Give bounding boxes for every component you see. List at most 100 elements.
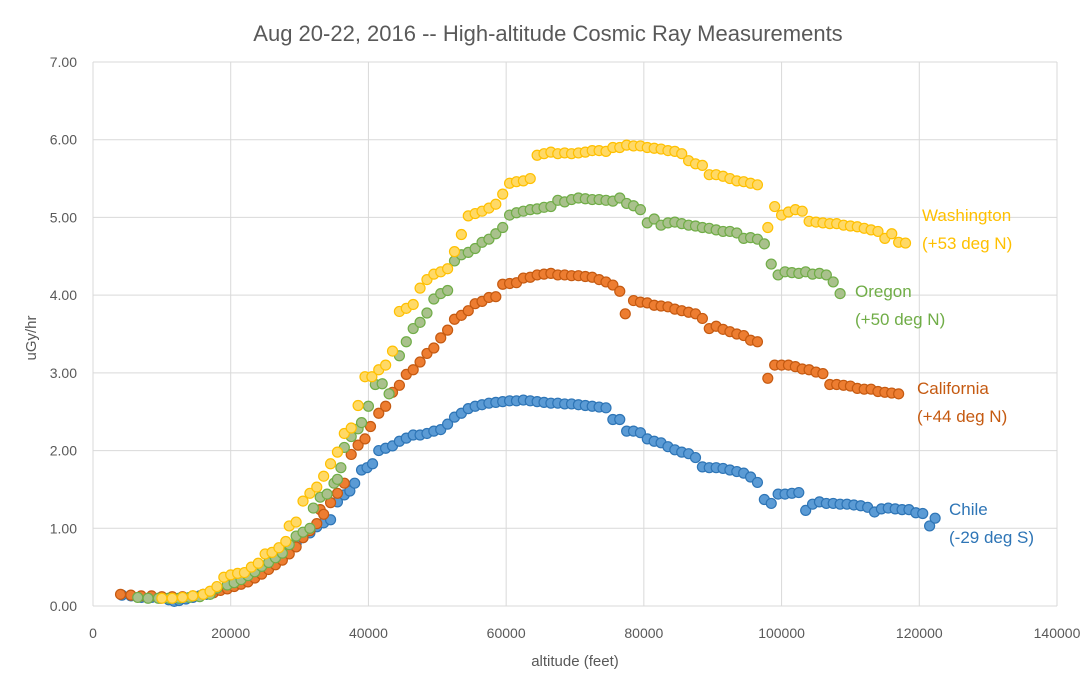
data-point — [331, 473, 344, 485]
data-point — [929, 512, 941, 524]
x-tick-label: 80000 — [624, 625, 663, 641]
series-label-washington: (+53 deg N) — [922, 234, 1012, 253]
data-point — [311, 481, 323, 493]
data-point — [376, 378, 388, 390]
data-point — [924, 520, 936, 532]
data-point — [114, 588, 127, 600]
data-point — [380, 359, 392, 371]
data-point — [800, 504, 812, 517]
data-point — [793, 486, 805, 499]
series-label-washington: Washington — [922, 206, 1011, 225]
data-point — [442, 324, 454, 336]
data-point — [280, 535, 292, 548]
data-point — [765, 258, 777, 270]
data-point — [273, 542, 285, 554]
data-point — [421, 307, 433, 319]
data-point — [428, 342, 440, 354]
data-point — [676, 148, 688, 160]
data-point — [619, 308, 631, 320]
data-point — [614, 413, 626, 426]
y-tick-label: 4.00 — [50, 287, 77, 303]
x-tick-label: 140000 — [1034, 625, 1081, 641]
series-california — [114, 267, 905, 603]
y-tick-label: 5.00 — [50, 209, 77, 225]
series-label-chile: (-29 deg S) — [949, 528, 1034, 547]
data-point — [762, 221, 774, 234]
data-point — [414, 356, 426, 368]
data-point — [318, 470, 330, 482]
data-point — [634, 427, 647, 439]
data-point — [820, 269, 832, 281]
series-washington — [156, 139, 912, 604]
series-label-oregon: (+50 deg N) — [855, 310, 945, 329]
data-point — [352, 439, 364, 451]
y-tick-label: 0.00 — [50, 598, 77, 614]
data-point — [331, 446, 344, 458]
data-point — [893, 388, 905, 400]
y-tick-label: 1.00 — [50, 520, 77, 536]
x-tick-label: 100000 — [758, 625, 805, 641]
series-label-chile: Chile — [949, 500, 988, 519]
data-point — [166, 592, 178, 604]
data-point — [614, 285, 626, 297]
data-point — [355, 416, 368, 429]
series-label-california: (+44 deg N) — [917, 407, 1007, 426]
series-label-california: California — [917, 379, 989, 398]
data-point — [607, 279, 619, 291]
data-point — [362, 400, 375, 412]
data-point — [407, 298, 419, 311]
data-point — [442, 263, 454, 275]
data-point — [827, 276, 839, 288]
data-point — [817, 368, 829, 380]
data-point — [769, 200, 781, 213]
series-label-oregon: Oregon — [855, 282, 912, 301]
data-point — [407, 364, 419, 376]
data-point — [689, 451, 702, 464]
chart-title: Aug 20-22, 2016 -- High-altitude Cosmic … — [253, 21, 842, 46]
series-labels: Chile (-29 deg S) California (+44 deg N) Ore… — [855, 206, 1034, 547]
y-tick-label: 3.00 — [50, 365, 77, 381]
data-point — [490, 228, 502, 240]
y-tick-label: 2.00 — [50, 443, 77, 459]
data-point — [290, 516, 302, 528]
data-point — [796, 205, 808, 217]
data-point — [545, 200, 557, 213]
data-point — [469, 242, 481, 255]
data-point — [345, 422, 357, 434]
data-point — [366, 458, 379, 470]
y-axis-label: uGy/hr — [23, 315, 40, 360]
data-point — [335, 462, 347, 474]
data-point — [304, 487, 316, 499]
data-point — [373, 407, 385, 419]
data-point — [886, 228, 898, 240]
data-point — [899, 237, 912, 249]
data-point — [751, 336, 764, 348]
data-point — [307, 502, 319, 514]
data-point — [497, 221, 509, 234]
data-point — [751, 179, 764, 191]
data-point — [600, 402, 612, 414]
data-point — [304, 522, 316, 534]
data-point — [352, 399, 364, 412]
data-point — [187, 590, 199, 602]
y-tick-label: 6.00 — [50, 132, 77, 148]
data-point — [345, 448, 357, 461]
data-point — [497, 188, 509, 200]
data-point — [380, 400, 392, 412]
data-point — [407, 322, 419, 335]
data-point — [455, 228, 467, 241]
x-tick-label: 20000 — [211, 625, 250, 641]
data-point — [297, 495, 309, 507]
data-point — [872, 225, 884, 238]
data-point — [696, 312, 708, 325]
data-point — [331, 487, 344, 499]
data-point — [156, 592, 168, 604]
x-axis-label: altitude (feet) — [531, 653, 619, 670]
data-point — [435, 332, 447, 344]
data-point — [176, 591, 189, 604]
data-point — [696, 159, 708, 171]
data-series — [114, 139, 941, 607]
data-point — [442, 418, 454, 430]
